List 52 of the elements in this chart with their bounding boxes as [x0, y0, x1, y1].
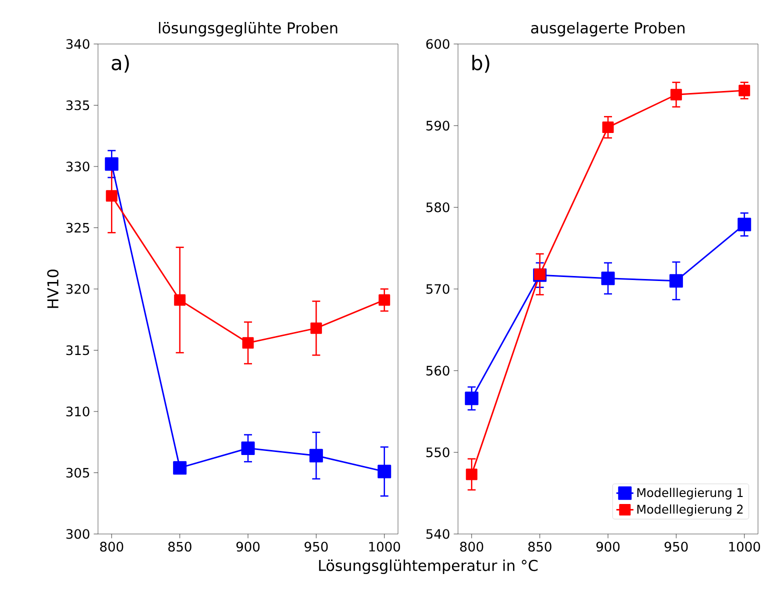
point [378, 464, 392, 478]
y-tick-label: 340 [66, 39, 90, 49]
point [601, 272, 615, 286]
y-tick-label: 305 [66, 468, 90, 478]
point [738, 218, 752, 232]
x-tick-label: 900 [236, 542, 260, 552]
y-tick-label: 320 [66, 284, 90, 294]
point [669, 274, 683, 288]
point [104, 157, 118, 171]
y-tick-label: 315 [66, 345, 90, 356]
chart-title: ausgelagerte Proben [531, 22, 684, 36]
y-tick-label: 540 [426, 529, 450, 539]
y-tick-label: 600 [426, 39, 450, 49]
point [174, 294, 186, 306]
annotation: a) [112, 54, 129, 73]
point [602, 122, 614, 134]
y-tick-label: 560 [426, 366, 450, 376]
point [309, 448, 323, 462]
annotation: b) [472, 54, 490, 73]
point [464, 392, 478, 406]
x-tick-label: 850 [168, 542, 192, 552]
point [242, 337, 254, 349]
x-axis-title: Lösungsglühtemperatur in °C [319, 560, 538, 574]
legend-label: Modelllegierung 1 [637, 488, 743, 500]
x-tick-label: 950 [304, 542, 328, 552]
y-tick-label: 330 [66, 162, 90, 172]
y-tick-label: 300 [66, 529, 90, 539]
y-axis-title: HV10 [47, 270, 59, 308]
y-tick-label: 580 [426, 202, 450, 212]
y-tick-label: 325 [66, 222, 90, 233]
legend-label: Modelllegierung 2 [637, 504, 743, 516]
x-tick-label: 950 [664, 542, 688, 552]
y-tick-label: 590 [426, 120, 450, 131]
point [241, 441, 255, 455]
chart-title: lösungsgeglühte Proben [158, 22, 338, 36]
y-tick-label: 310 [66, 406, 90, 416]
point [378, 294, 390, 306]
point [310, 322, 322, 334]
y-tick-label: 570 [426, 284, 450, 294]
y-tick-label: 335 [66, 100, 90, 110]
point [466, 468, 478, 480]
x-tick-label: 900 [596, 542, 620, 552]
y-tick-label: 550 [426, 447, 450, 458]
x-tick-label: 800 [100, 542, 124, 552]
x-tick-label: 800 [460, 542, 484, 552]
x-tick-label: 1000 [369, 542, 400, 552]
x-tick-label: 850 [528, 542, 552, 552]
x-tick-label: 1000 [729, 542, 760, 552]
point [106, 190, 118, 202]
point [173, 461, 187, 475]
point [670, 88, 682, 100]
point [738, 84, 750, 96]
